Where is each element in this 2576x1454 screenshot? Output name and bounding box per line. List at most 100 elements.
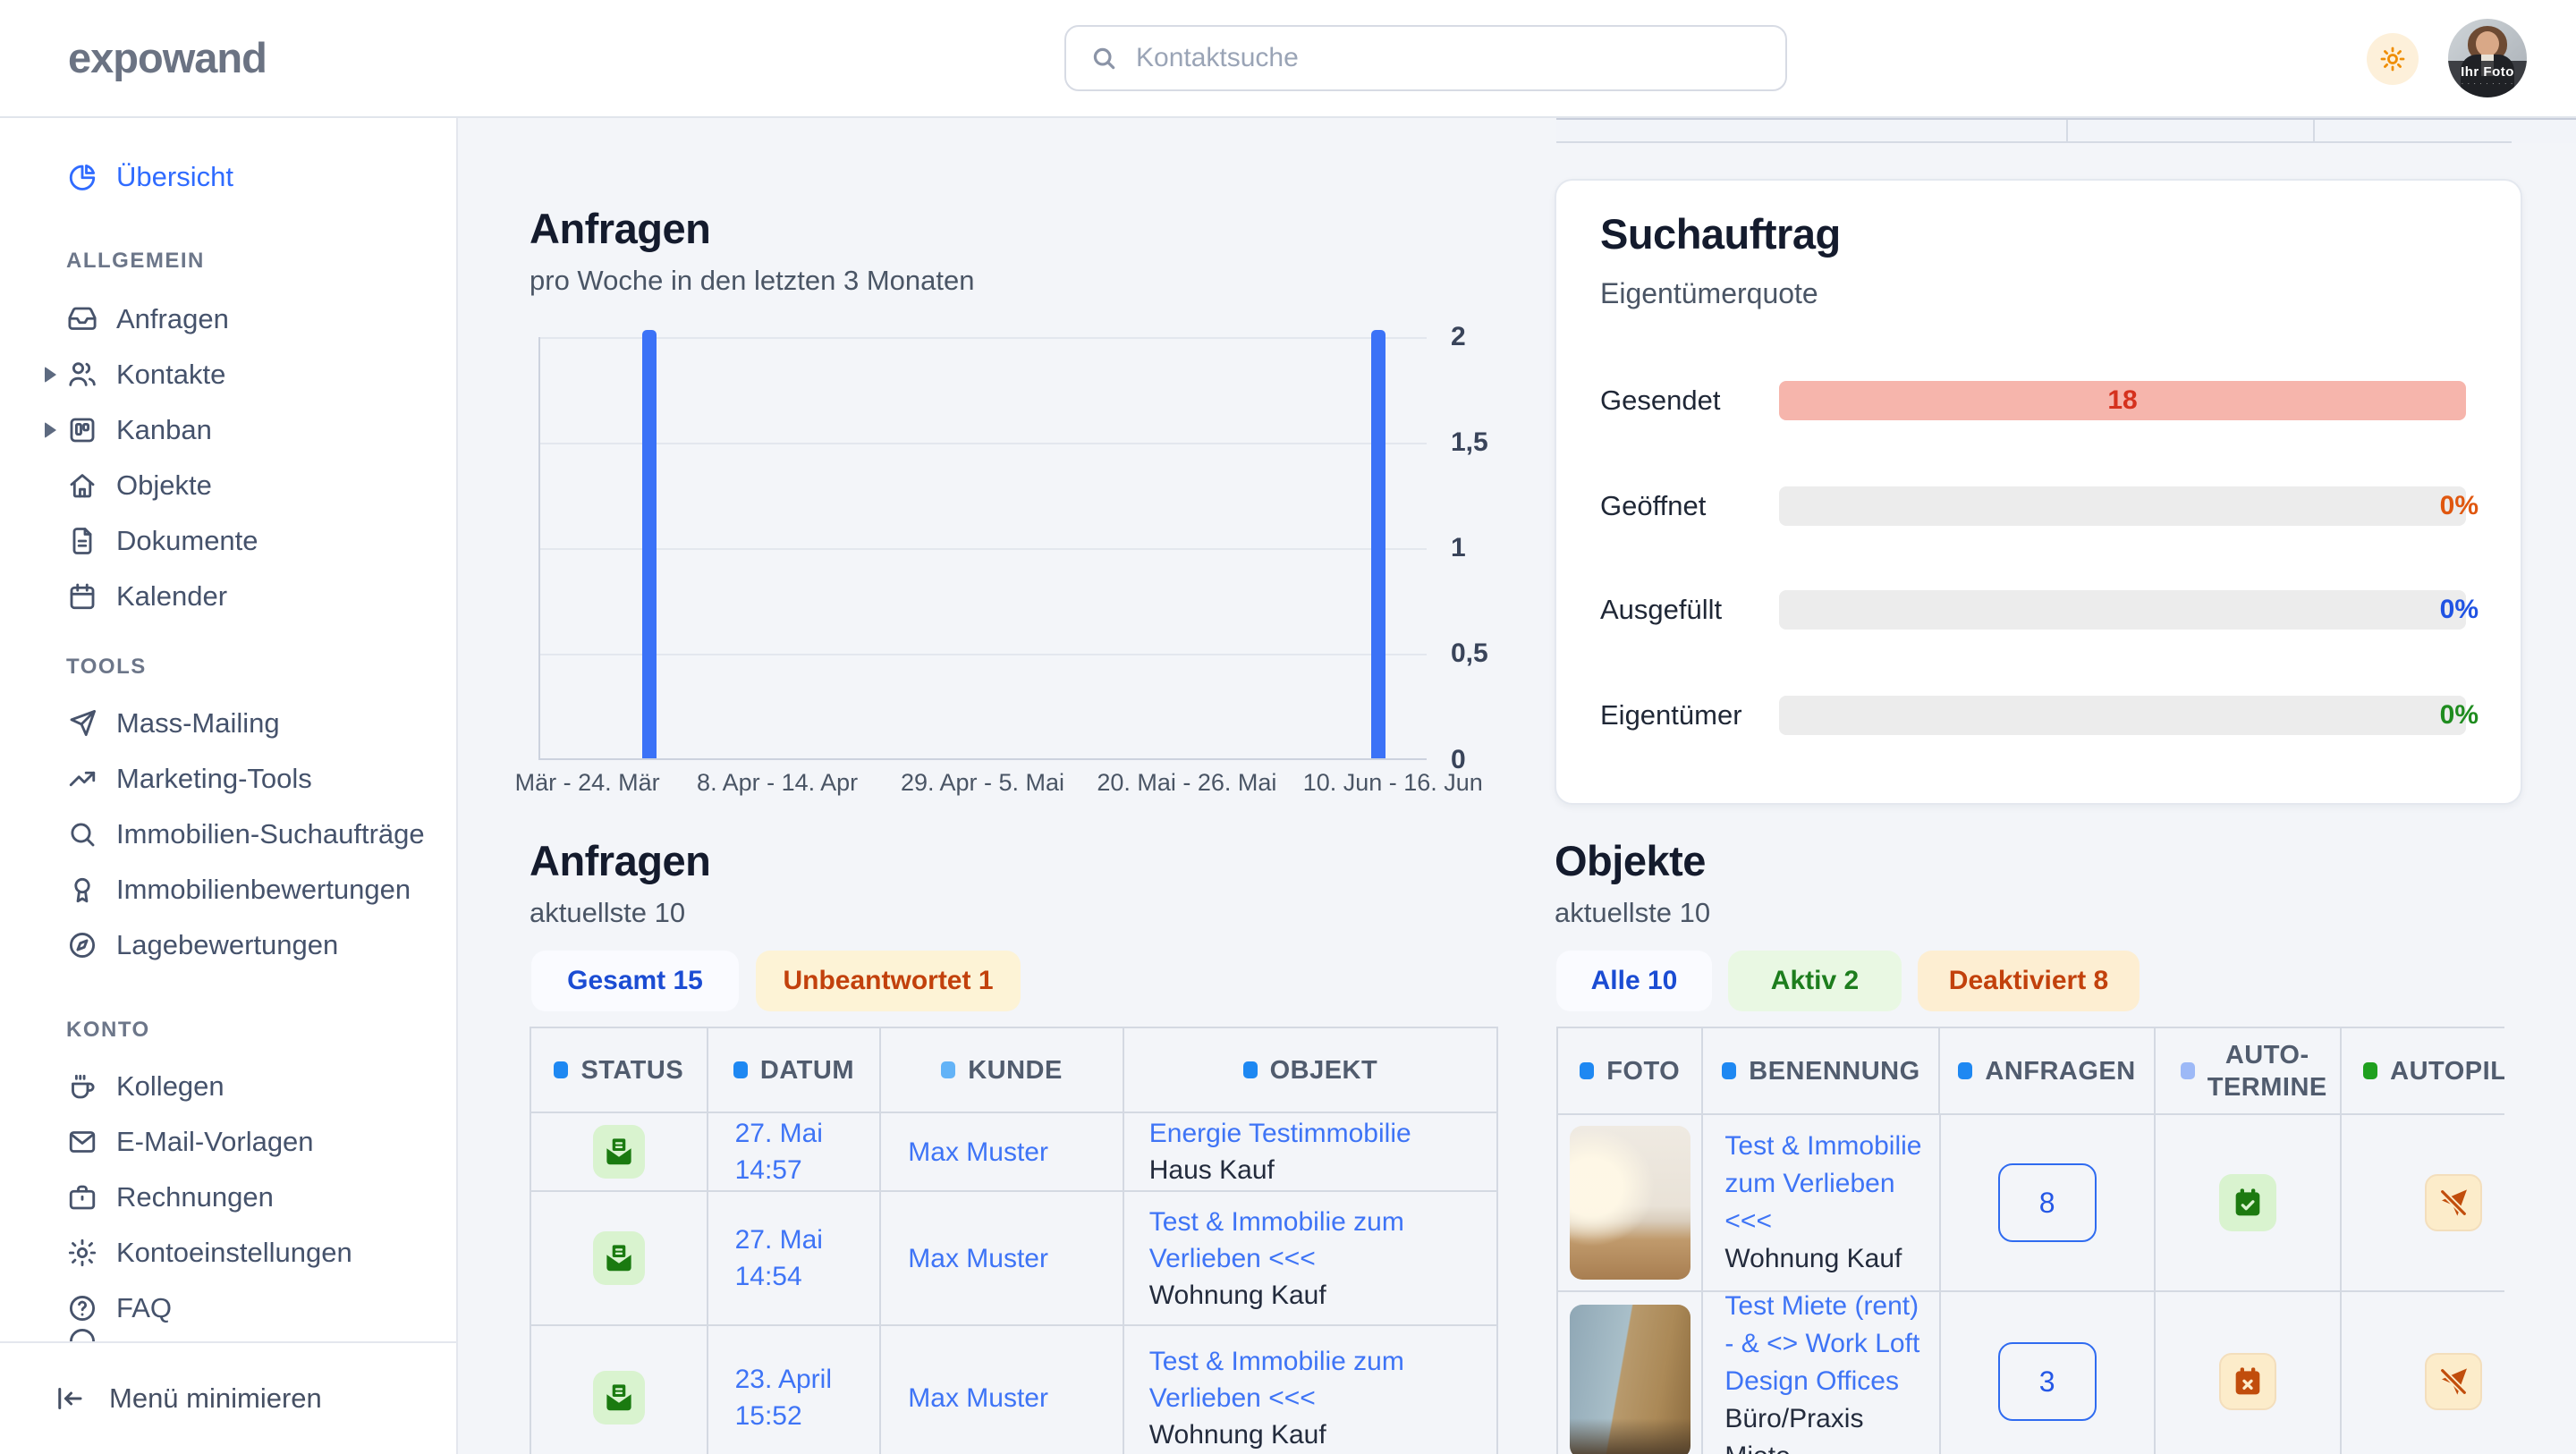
- pie-chart-icon: [66, 161, 98, 193]
- objekt-row: Test Miete (rent) - & <> Work Loft Desig…: [1558, 1291, 2504, 1454]
- status-badge: [592, 1371, 645, 1424]
- tab-gesamt[interactable]: Gesamt 15: [531, 951, 739, 1011]
- send-off-icon: [2439, 1367, 2468, 1396]
- suchauftrag-card: Suchauftrag Eigentümerquote Gesendet 18 …: [1555, 179, 2522, 805]
- theme-toggle-button[interactable]: [2367, 33, 2419, 85]
- chart-y-axis: 2 1,5 1 0,5 0: [1451, 322, 1488, 774]
- sidebar-item-objekte[interactable]: Objekte: [0, 458, 456, 513]
- calendar-check-icon: [2235, 1188, 2260, 1216]
- anfrage-kunde-link[interactable]: Max Muster: [908, 1382, 1048, 1413]
- contact-search[interactable]: [1064, 25, 1787, 91]
- sidebar-item-uebersicht[interactable]: Übersicht: [0, 148, 456, 206]
- home-icon: [66, 469, 98, 502]
- sidebar-item-kontoeinstellungen[interactable]: Kontoeinstellungen: [0, 1225, 456, 1281]
- sidebar-item-lagebewertungen[interactable]: Lagebewertungen: [0, 917, 456, 973]
- tab-alle[interactable]: Alle 10: [1556, 951, 1712, 1011]
- chart-subtitle: pro Woche in den letzten 3 Monaten: [530, 265, 975, 296]
- sidebar-item-kanban[interactable]: Kanban: [0, 402, 456, 458]
- anfragen-table-header: STATUS DATUM KUNDE OBJEKT: [531, 1028, 1496, 1113]
- tab-aktiv[interactable]: Aktiv 2: [1728, 951, 1902, 1011]
- anfragen-list-subtitle: aktuellste 10: [530, 897, 686, 928]
- column-bullet: [2363, 1062, 2378, 1079]
- trending-up-icon: [66, 763, 98, 795]
- anfragen-bar-chart: [538, 330, 1427, 760]
- sidebar-item-immobilienbewertungen[interactable]: Immobilienbewertungen: [0, 862, 456, 917]
- sidebar-item-anfragen[interactable]: Anfragen: [0, 292, 456, 347]
- topbar: expowand Ihr Foto: [0, 0, 2576, 118]
- sidebar-item-faq[interactable]: FAQ: [0, 1281, 456, 1336]
- sidebar-item-kollegen[interactable]: Kollegen: [0, 1059, 456, 1114]
- mail-opened-icon: [606, 1384, 631, 1411]
- tab-deaktiviert[interactable]: Deaktiviert 8: [1918, 951, 2140, 1011]
- sidebar-item-kalender[interactable]: Kalender: [0, 569, 456, 624]
- objekte-list-title: Objekte: [1555, 837, 1706, 884]
- funnel-bar-eigentuemer: 0%: [1779, 696, 2479, 735]
- send-off-icon: [2439, 1188, 2468, 1217]
- autopilot-badge: [2424, 1353, 2482, 1410]
- anfrage-kunde-link[interactable]: Max Muster: [908, 1243, 1048, 1273]
- mail-opened-icon: [606, 1138, 631, 1165]
- sidebar-item-kontakte[interactable]: Kontakte: [0, 347, 456, 402]
- anfragen-count-button[interactable]: 3: [1997, 1342, 2097, 1421]
- suchauftrag-subtitle: Eigentümerquote: [1600, 277, 1818, 309]
- anfrage-objekt-link[interactable]: Energie Testimmobilie: [1148, 1119, 1411, 1148]
- column-bullet: [941, 1061, 956, 1078]
- avatar-placeholder-band: Ihr Foto: [2448, 61, 2527, 90]
- search-input[interactable]: [1134, 42, 1785, 74]
- anfrage-date-link[interactable]: 23. April 15:52: [734, 1365, 832, 1431]
- minimize-menu-button[interactable]: Menü minimieren: [0, 1341, 456, 1454]
- sun-icon: [2380, 46, 2405, 72]
- objekte-table: FOTO BENENNUNG ANFRAGEN AUTO-TERMINE AUT…: [1556, 1027, 2504, 1454]
- sidebar-item-mass-mailing[interactable]: Mass-Mailing: [0, 696, 456, 751]
- briefcase-icon: [66, 1181, 98, 1213]
- sidebar: Übersicht ALLGEMEIN Anfragen: [0, 116, 458, 1454]
- calendar-x-icon: [2235, 1367, 2260, 1395]
- sidebar-item-immobilien-suchauftraege[interactable]: Immobilien-Suchaufträge: [0, 807, 456, 862]
- app-logo: expowand: [68, 33, 267, 81]
- anfrage-objekt-type: Wohnung Kauf: [1148, 1419, 1326, 1450]
- anfrage-date-link[interactable]: 27. Mai 14:57: [734, 1119, 823, 1185]
- avatar-placeholder-label: Ihr Foto: [2461, 63, 2514, 80]
- chart-bar-week10: [642, 330, 657, 758]
- anfragen-table: STATUS DATUM KUNDE OBJEKT 27. Mai 14:57 M…: [530, 1027, 1498, 1454]
- sidebar-item-dokumente[interactable]: Dokumente: [0, 513, 456, 569]
- tab-unbeantwortet[interactable]: Unbeantwortet 1: [756, 951, 1021, 1011]
- anfragen-list-title: Anfragen: [530, 837, 711, 884]
- sidebar-group-konto: KONTO: [66, 1018, 150, 1042]
- sidebar-item-partial: [66, 1325, 98, 1343]
- sidebar-item-rechnungen[interactable]: Rechnungen: [0, 1170, 456, 1225]
- objekt-photo[interactable]: [1569, 1305, 1690, 1454]
- objekte-list-subtitle: aktuellste 10: [1555, 897, 1711, 928]
- suchauftrag-title: Suchauftrag: [1600, 210, 1841, 258]
- column-bullet: [1958, 1062, 1973, 1079]
- user-avatar[interactable]: Ihr Foto: [2448, 19, 2527, 97]
- auto-termine-badge: [2218, 1174, 2276, 1231]
- funnel-row-eigentuemer: Eigentümer 0%: [1600, 694, 2495, 737]
- anfrage-objekt-link[interactable]: Test & Immobilie zum Verlieben <<<: [1148, 1206, 1404, 1273]
- sidebar-item-email-vorlagen[interactable]: E-Mail-Vorlagen: [0, 1114, 456, 1170]
- anfragen-row: 27. Mai 14:54 Max Muster Test & Immobilie…: [531, 1192, 1496, 1326]
- chart-bar-week5: [1371, 330, 1385, 758]
- award-icon: [66, 874, 98, 906]
- autopilot-badge: [2424, 1174, 2482, 1231]
- coffee-icon: [66, 1070, 98, 1103]
- sidebar-item-marketing-tools[interactable]: Marketing-Tools: [0, 751, 456, 807]
- anfrage-objekt-link[interactable]: Test & Immobilie zum Verlieben <<<: [1148, 1346, 1404, 1413]
- objekt-name-link[interactable]: Test Miete (rent) - & <> Work Loft Desig…: [1724, 1291, 1920, 1396]
- column-bullet: [2180, 1062, 2195, 1079]
- anfrage-kunde-link[interactable]: Max Muster: [908, 1137, 1048, 1167]
- funnel-bar-ausgefuellt: 0%: [1779, 590, 2479, 630]
- anfragen-count-button[interactable]: 8: [1997, 1163, 2097, 1242]
- arrow-bar-left-icon: [54, 1382, 86, 1415]
- objekt-name-link[interactable]: Test & Immobilie zum Verlieben <<<: [1724, 1131, 1922, 1236]
- sidebar-group-allgemein: ALLGEMEIN: [66, 249, 205, 273]
- file-text-icon: [66, 525, 98, 557]
- objekt-row: Test & Immobilie zum Verlieben <<< Wohnun…: [1558, 1115, 2504, 1292]
- funnel-bar-gesendet: 18: [1779, 381, 2466, 420]
- objekt-photo[interactable]: [1569, 1126, 1690, 1280]
- funnel-bar-geoeffnet: 0%: [1779, 486, 2479, 526]
- chart-title: Anfragen: [530, 205, 711, 252]
- objekt-type: Büro/Praxis Miete: [1724, 1404, 1864, 1454]
- objekte-table-header: FOTO BENENNUNG ANFRAGEN AUTO-TERMINE AUT…: [1558, 1028, 2504, 1115]
- anfrage-date-link[interactable]: 27. Mai 14:54: [734, 1225, 823, 1291]
